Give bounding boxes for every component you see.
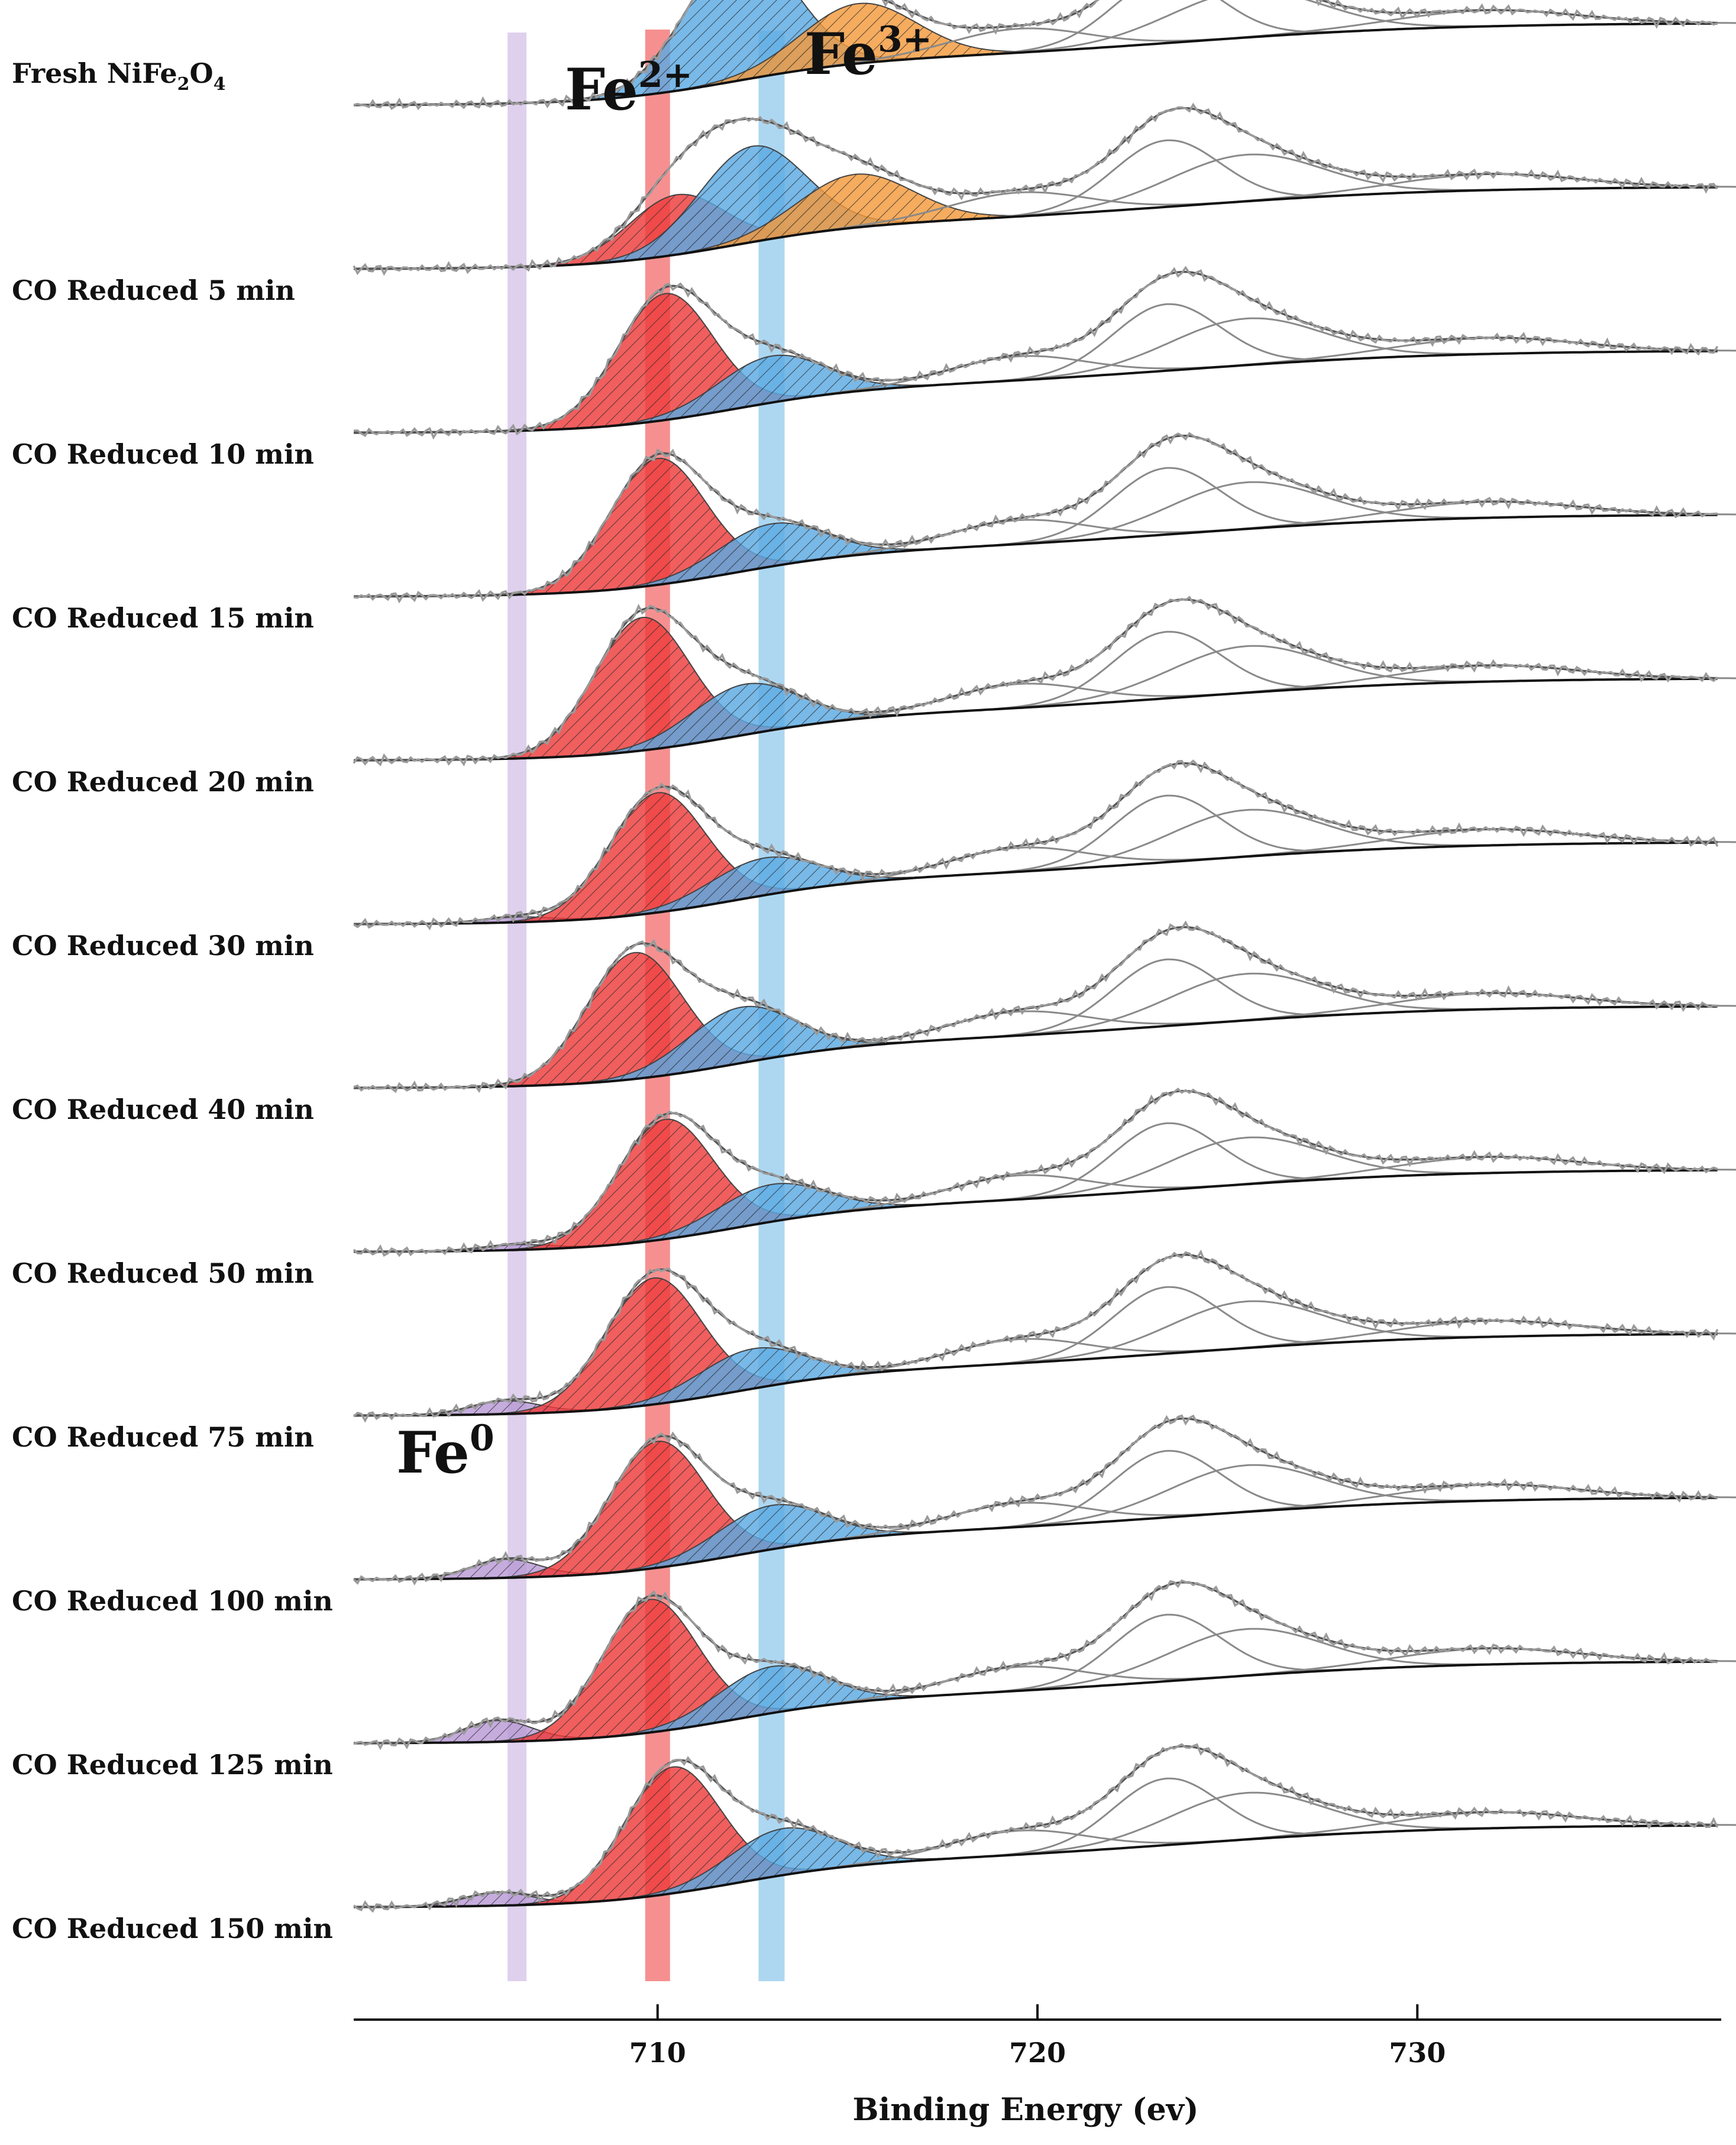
spectrum-row: CO Reduced 150 min <box>12 1743 1736 1945</box>
series-label: CO Reduced 150 min <box>12 1913 333 1945</box>
measured-line <box>353 596 1718 766</box>
fe3-component-hatch <box>580 1665 960 1739</box>
satellite-component-line <box>942 481 1547 549</box>
series-label: Fresh NiFe2O4 <box>12 57 225 95</box>
satellite-component-line <box>942 972 1547 1041</box>
baseline-line <box>354 1332 1718 1417</box>
spectrum-row: CO Reduced 5 min <box>12 102 1736 306</box>
series-label: CO Reduced 40 min <box>12 1093 314 1125</box>
baseline-line <box>354 1169 1718 1253</box>
fe3-component-hatch <box>572 857 953 920</box>
fe2-annotation: Fe2+ <box>565 54 693 123</box>
satellite-component-line <box>942 317 1547 386</box>
series-label: CO Reduced 20 min <box>12 766 314 798</box>
series-label: CO Reduced 15 min <box>12 602 314 634</box>
baseline-line <box>354 1660 1718 1745</box>
baseline-line <box>354 841 1718 926</box>
spectrum-row: CO Reduced 100 min <box>12 1414 1736 1617</box>
fe3_satellite-component-hatch <box>649 174 1057 258</box>
measured-line <box>353 1414 1718 1586</box>
fe0-component-hatch <box>394 1243 638 1252</box>
x-tick-label: 720 <box>1009 2037 1066 2069</box>
measured-line <box>353 0 1718 111</box>
spectrum-row: CO Reduced 20 min <box>12 596 1736 798</box>
measured-line <box>353 920 1718 1093</box>
peak-annotations: Fe2+ Fe3+ Fe0 <box>396 19 932 1486</box>
spectrum-row: CO Reduced 10 min <box>12 266 1736 470</box>
fe3-component-hatch <box>591 1827 972 1902</box>
spectra-stack: Fresh NiFe2O4 CO Reduced 5 min CO Reduced … <box>12 0 1736 1945</box>
fe0-component-hatch <box>394 915 638 924</box>
series-label: CO Reduced 100 min <box>12 1585 333 1617</box>
fe3-component-hatch <box>561 145 941 266</box>
satellite-component-line <box>942 1136 1547 1205</box>
measured-line <box>353 1249 1719 1423</box>
satellite-component-line <box>942 1464 1547 1532</box>
fe3-component-hatch <box>580 523 960 592</box>
satellite-component-line <box>942 153 1547 222</box>
fe3_satellite-component-hatch <box>654 3 1061 94</box>
fe3-component-hatch <box>580 1183 960 1247</box>
fe0-annotation: Fe0 <box>396 1418 494 1486</box>
spectrum-row: CO Reduced 75 min <box>12 1249 1736 1453</box>
baseline-line <box>354 1496 1718 1581</box>
satellite-component-line <box>942 645 1547 713</box>
satellite-component-line <box>942 1791 1547 1860</box>
spectrum-row: CO Reduced 40 min <box>12 920 1736 1125</box>
fe3-annotation: Fe3+ <box>804 19 932 88</box>
fe3-component-hatch <box>553 683 933 758</box>
series-label: CO Reduced 10 min <box>12 438 314 470</box>
measured-line <box>353 1743 1719 1913</box>
satellite-component-line <box>942 1628 1547 1696</box>
spectrum-row: Fresh NiFe2O4 <box>12 0 1736 111</box>
baseline-line <box>354 186 1718 270</box>
measured-line <box>353 102 1718 276</box>
satellite-component-line <box>942 1300 1547 1368</box>
measured-line <box>353 266 1719 440</box>
baseline-line <box>354 1824 1718 1908</box>
fe3-component-hatch <box>549 1006 930 1085</box>
series-label: CO Reduced 30 min <box>12 930 314 962</box>
satellite-component-line <box>942 0 1547 58</box>
x-tick-label: 710 <box>629 2037 686 2069</box>
spectrum-row: CO Reduced 15 min <box>12 432 1736 634</box>
baseline-line <box>354 677 1718 762</box>
measured-line <box>353 432 1718 604</box>
baseline-line <box>354 513 1718 598</box>
measured-line <box>353 759 1719 931</box>
x-axis: 710 720 730 Binding Energy (ev) <box>354 2004 1721 2128</box>
baseline-line <box>354 22 1718 106</box>
baseline-line <box>354 350 1718 434</box>
x-tick-label: 730 <box>1389 2037 1446 2069</box>
fe3-component-hatch <box>549 0 930 102</box>
series-label: CO Reduced 5 min <box>12 274 295 306</box>
baseline-line <box>354 1005 1718 1089</box>
series-label: CO Reduced 125 min <box>12 1749 333 1781</box>
fe0-reference-band <box>507 33 527 1981</box>
fe3-component-hatch <box>580 355 960 428</box>
series-label: CO Reduced 75 min <box>12 1421 314 1453</box>
x-axis-title: Binding Energy (ev) <box>853 2092 1199 2128</box>
fe3-component-hatch <box>561 1348 941 1412</box>
spectrum-row: CO Reduced 30 min <box>12 759 1736 962</box>
fe3-component-hatch <box>580 1505 960 1575</box>
measured-line <box>353 1087 1718 1257</box>
spectrum-row: CO Reduced 125 min <box>12 1579 1736 1781</box>
series-label: CO Reduced 50 min <box>12 1257 314 1289</box>
satellite-component-line <box>942 808 1547 877</box>
spectrum-row: CO Reduced 50 min <box>12 1087 1736 1289</box>
measured-line <box>353 1579 1718 1751</box>
